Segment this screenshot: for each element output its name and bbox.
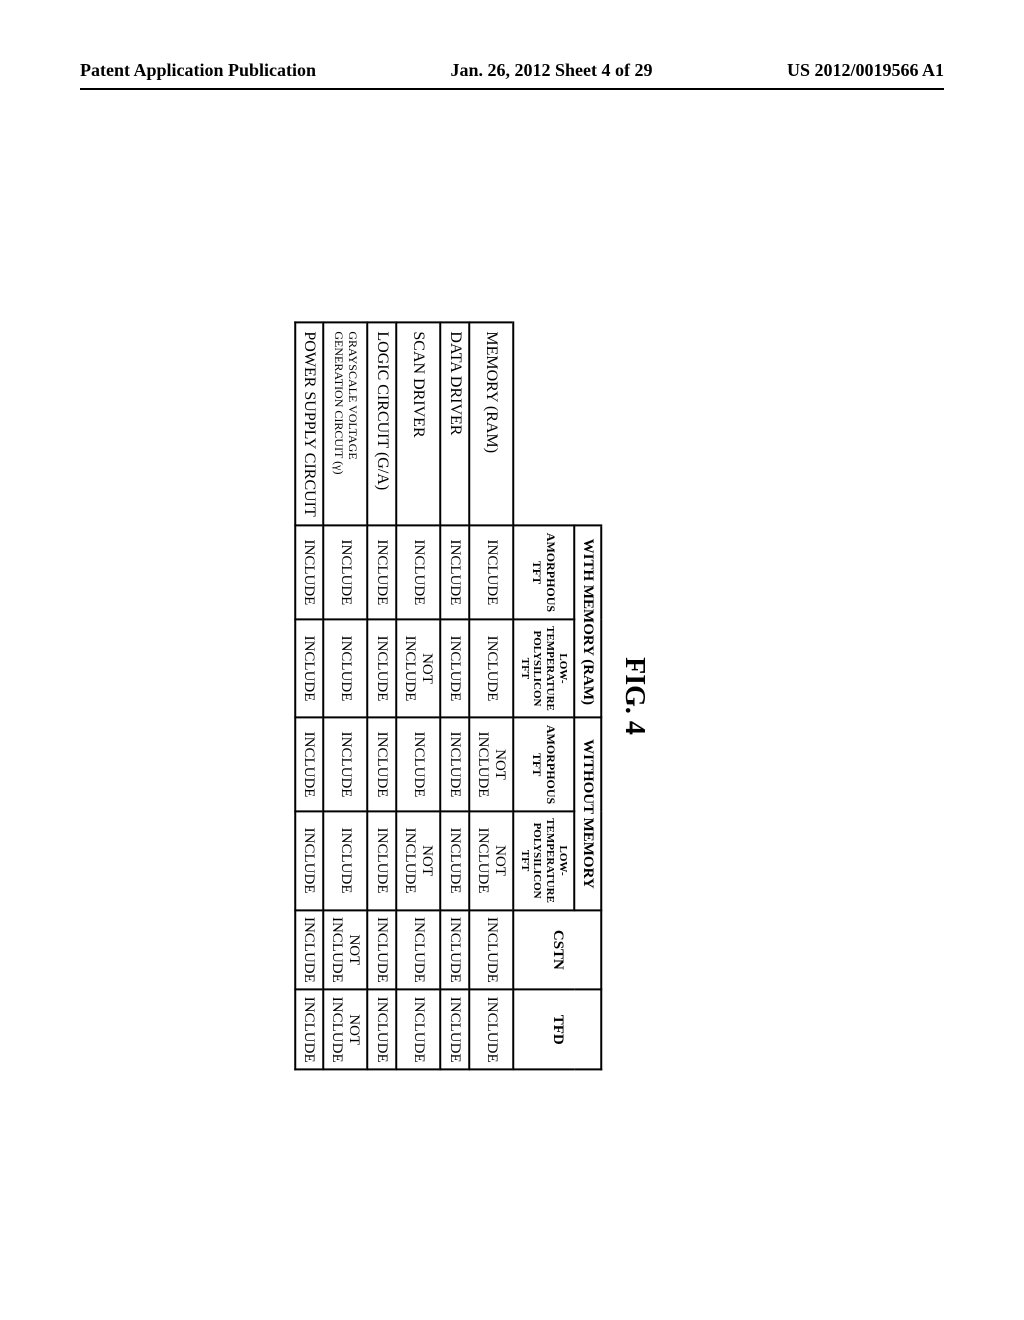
corner-cell: [513, 322, 601, 525]
cell: INCLUDE: [295, 526, 323, 619]
figure-4: FIG. 4 WITH MEMORY (RAM) WITHOUT MEMORY …: [294, 321, 650, 1070]
cell: INCLUDE: [469, 619, 514, 718]
col-lowtemp-1: LOW-TEMPERATUREPOLYSILICON TFT: [513, 619, 574, 718]
row-label: POWER SUPPLY CIRCUIT: [295, 322, 323, 525]
row-label: DATA DRIVER: [441, 322, 469, 525]
cell: INCLUDE: [441, 619, 469, 718]
cell: INCLUDE: [368, 990, 396, 1070]
col-amorphous-1: AMORPHOUSTFT: [513, 526, 574, 619]
cell: NOTINCLUDE: [469, 811, 514, 910]
row-label: SCAN DRIVER: [396, 322, 441, 525]
figure-label: FIG. 4: [618, 321, 650, 1070]
col-tfd: TFD: [513, 990, 601, 1070]
cell: INCLUDE: [295, 718, 323, 811]
row-label: MEMORY (RAM): [469, 322, 514, 525]
cell: INCLUDE: [323, 619, 368, 718]
table-row: DATA DRIVER INCLUDE INCLUDE INCLUDE INCL…: [441, 322, 469, 1069]
cell: INCLUDE: [368, 526, 396, 619]
cell: INCLUDE: [368, 910, 396, 990]
cell: INCLUDE: [368, 718, 396, 811]
cell: INCLUDE: [323, 811, 368, 910]
cell: INCLUDE: [441, 526, 469, 619]
cell: NOTINCLUDE: [323, 910, 368, 990]
cell: INCLUDE: [295, 910, 323, 990]
table-row: SCAN DRIVER INCLUDE NOTINCLUDE INCLUDE N…: [396, 322, 441, 1069]
cell: INCLUDE: [295, 811, 323, 910]
comparison-table: WITH MEMORY (RAM) WITHOUT MEMORY CSTN TF…: [294, 321, 602, 1070]
cell: INCLUDE: [368, 619, 396, 718]
col-lowtemp-2: LOW-TEMPERATUREPOLYSILICON TFT: [513, 811, 574, 910]
cell: INCLUDE: [323, 718, 368, 811]
header-center: Jan. 26, 2012 Sheet 4 of 29: [451, 60, 653, 81]
cell: INCLUDE: [469, 990, 514, 1070]
table-row: MEMORY (RAM) INCLUDE INCLUDE NOTINCLUDE …: [469, 322, 514, 1069]
col-cstn: CSTN: [513, 910, 601, 990]
header-left: Patent Application Publication: [80, 60, 316, 81]
cell: INCLUDE: [396, 718, 441, 811]
cell: INCLUDE: [441, 910, 469, 990]
cell: INCLUDE: [295, 990, 323, 1070]
cell: INCLUDE: [295, 619, 323, 718]
cell: INCLUDE: [396, 910, 441, 990]
cell: NOTINCLUDE: [323, 990, 368, 1070]
cell: INCLUDE: [469, 526, 514, 619]
cell: INCLUDE: [441, 811, 469, 910]
cell: INCLUDE: [469, 910, 514, 990]
cell: INCLUDE: [396, 526, 441, 619]
cell: INCLUDE: [441, 718, 469, 811]
cell: INCLUDE: [323, 526, 368, 619]
group-without-memory: WITHOUT MEMORY: [574, 718, 601, 910]
cell: NOTINCLUDE: [469, 718, 514, 811]
cell: INCLUDE: [441, 990, 469, 1070]
table-row: POWER SUPPLY CIRCUIT INCLUDE INCLUDE INC…: [295, 322, 323, 1069]
col-amorphous-2: AMORPHOUSTFT: [513, 718, 574, 811]
table-row: GRAYSCALE VOLTAGEGENERATION CIRCUIT (γ) …: [323, 322, 368, 1069]
cell: INCLUDE: [368, 811, 396, 910]
cell: NOTINCLUDE: [396, 811, 441, 910]
header-rule: [80, 88, 944, 90]
table-row: LOGIC CIRCUIT (G/A) INCLUDE INCLUDE INCL…: [368, 322, 396, 1069]
cell: NOTINCLUDE: [396, 619, 441, 718]
cell: INCLUDE: [396, 990, 441, 1070]
row-label: GRAYSCALE VOLTAGEGENERATION CIRCUIT (γ): [323, 322, 368, 525]
group-with-memory: WITH MEMORY (RAM): [574, 526, 601, 718]
header-right: US 2012/0019566 A1: [787, 60, 944, 81]
row-label: LOGIC CIRCUIT (G/A): [368, 322, 396, 525]
